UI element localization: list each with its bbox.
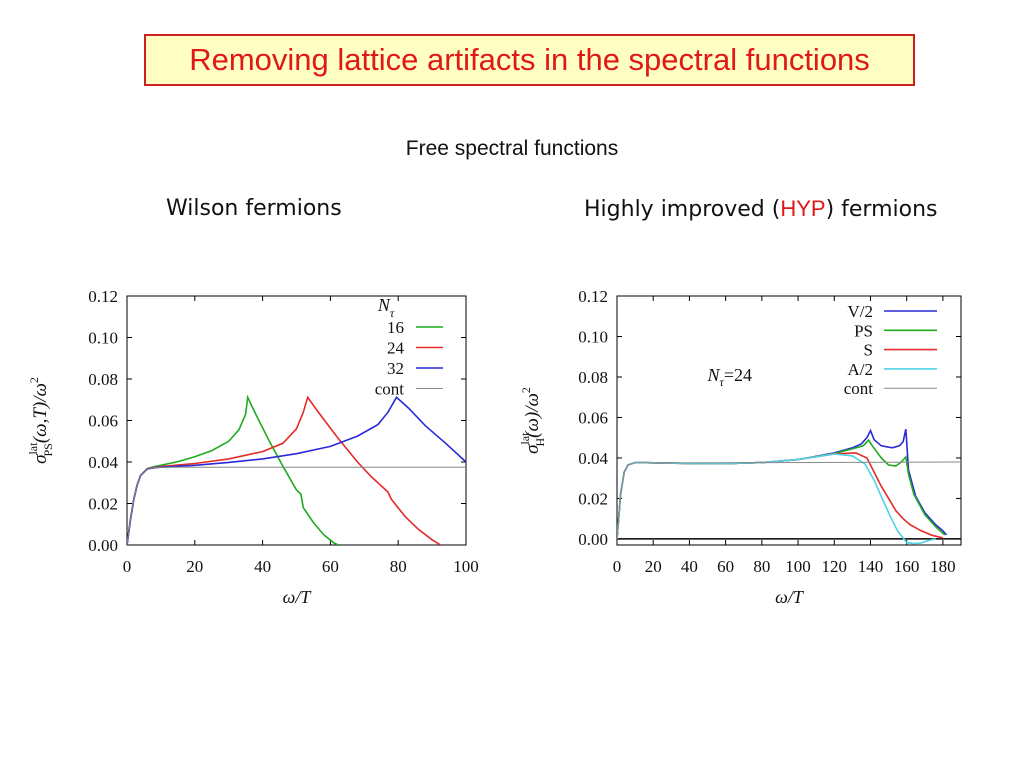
chart1-x-tick-label: 60 [717, 557, 734, 576]
chart0-y-axis-label: σlatPS(ω,T)/ω2 [26, 377, 55, 464]
left-panel-heading: Wilson fermions [166, 196, 342, 221]
chart0-plot-frame [126, 295, 467, 546]
chart0-series-line-32 [127, 396, 466, 545]
chart0-legend-label: cont [375, 380, 405, 399]
chart1-y-tick-label: 0.02 [578, 489, 608, 508]
chart0-y-tick-label: 0.12 [88, 287, 118, 306]
chart0-legend-header: Nτ [377, 295, 395, 320]
hyp-spectral-chart: 0 20 40 60 80 100 120 140 160 180 0.00 0.02 0.04 0.06… [518, 287, 962, 607]
chart0-y-tick-label: 0.02 [88, 495, 118, 514]
right-heading-prefix: Highly improved ( [584, 197, 781, 222]
chart1-y-tick-label: 0.10 [578, 327, 608, 346]
right-panel-heading: Highly improved (HYP) fermions [584, 196, 938, 222]
chart1-series-line-cont [617, 461, 961, 539]
chart1-legend-label: cont [844, 379, 874, 398]
chart0-legend-label: 24 [387, 339, 405, 358]
chart1-x-tick-label: 140 [858, 557, 884, 576]
chart1-plot-frame [616, 295, 962, 546]
chart1-y-axis-label: σlatH(ω)/ω2 [518, 387, 547, 454]
chart0-y-tick-label: 0.04 [88, 453, 118, 472]
right-heading-suffix: ) fermions [825, 197, 938, 222]
chart1-x-tick-label: 180 [930, 557, 956, 576]
chart0-series-line-cont [127, 466, 466, 545]
chart1-y-tick-label: 0.06 [578, 408, 608, 427]
chart1-y-tick-label: 0.00 [578, 530, 608, 549]
chart1-x-tick-label: 120 [822, 557, 848, 576]
chart1-x-axis-label: ω/T [775, 587, 805, 607]
chart1-legend-label: PS [854, 321, 873, 340]
chart0-y-tick-label: 0.10 [88, 329, 118, 348]
chart0-x-tick-label: 20 [186, 557, 203, 576]
wilson-spectral-chart: 0 20 40 60 80 100 0.00 0.02 0.04 0.06 0.08 0.10 0.12… [26, 287, 479, 607]
chart1-y-tick-label: 0.12 [578, 287, 608, 306]
chart0-y-tick-label: 0.06 [88, 412, 118, 431]
chart0-x-tick-label: 60 [322, 557, 339, 576]
chart0-x-tick-label: 100 [453, 557, 479, 576]
chart1-y-tick-label: 0.08 [578, 368, 608, 387]
chart1-x-tick-label: 40 [681, 557, 698, 576]
chart1-x-tick-label: 100 [785, 557, 811, 576]
chart0-series-line-16 [127, 394, 339, 545]
chart1-x-tick-label: 160 [894, 557, 920, 576]
chart1-legend-label: V/2 [848, 302, 874, 321]
chart1-legend-label: A/2 [848, 360, 874, 379]
chart0-legend-label: 16 [387, 318, 404, 337]
chart0-x-tick-label: 80 [390, 557, 407, 576]
chart1-annotation: Nτ=24 [707, 365, 752, 389]
chart0-x-axis-label: ω/T [283, 587, 313, 607]
slide-title: Removing lattice artifacts in the spectr… [144, 34, 915, 86]
chart1-x-tick-label: 0 [613, 557, 622, 576]
chart1-legend-label: S [864, 341, 873, 360]
chart1-series-line-V-2 [617, 428, 948, 539]
chart1-x-tick-label: 80 [753, 557, 770, 576]
chart1-y-tick-label: 0.04 [578, 449, 608, 468]
chart0-x-tick-label: 0 [123, 557, 132, 576]
chart1-y-axis-label-text: σlatH(ω)/ω2 [518, 387, 547, 454]
right-heading-highlight: HYP [780, 196, 826, 221]
chart0-y-axis-label-text: σlatPS(ω,T)/ω2 [26, 377, 55, 464]
chart0-y-tick-label: 0.00 [88, 536, 118, 555]
chart0-x-tick-label: 40 [254, 557, 271, 576]
chart0-series-line-24 [127, 395, 442, 545]
chart1-x-tick-label: 20 [645, 557, 662, 576]
chart1-series-line-PS [617, 438, 946, 539]
chart0-legend-label: 32 [387, 359, 404, 378]
slide-subtitle: Free spectral functions [405, 137, 619, 160]
chart0-y-tick-label: 0.08 [88, 370, 118, 389]
